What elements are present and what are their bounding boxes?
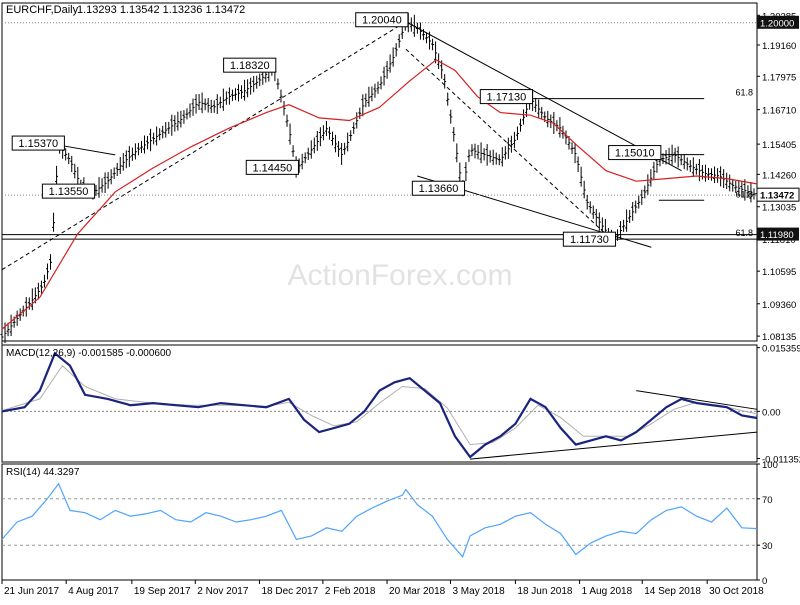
macd-panel[interactable]: MACD(12,26,9) -0.001585 -0.000600 [1,348,758,460]
level-tag-box [757,15,799,29]
x-tick-label: 3 May 2018 [452,586,505,597]
x-tick-label: 30 Oct 2018 [709,586,764,597]
x-tick-label: 18 Jun 2018 [517,586,572,597]
macd-trendline [470,431,758,460]
x-tick-label: 20 Mar 2018 [389,586,446,597]
panel-frame-macd [1,344,758,463]
rsi-tick-label: 30 [762,541,773,552]
ohlc-label: 1.13293 1.13542 1.13236 1.13472 [77,4,245,16]
x-tick-label: 4 Aug 2017 [68,586,119,597]
price-annotation: 1.20040 [355,12,409,28]
fib-label: 61.8 [735,228,753,238]
price-annotation-label: 1.11730 [570,234,609,246]
last-price-tag-label: 1.13472 [760,191,794,202]
price-annotation-label: 1.15010 [615,148,655,160]
axes: 1.202851.191601.179751.167101.154051.142… [1,11,800,597]
price-annotation-box [245,159,299,175]
moving-average-line [1,59,758,330]
fib-label: 61.8 [735,88,753,98]
price-tick-label: 1.15405 [762,140,796,151]
symbol-label: EURCHF,Daily [6,4,79,16]
x-tick-label: 14 Sep 2018 [644,586,701,597]
price-annotation-box [411,180,466,196]
price-annotation-label: 1.18320 [230,60,270,72]
rsi-tick-label: 100 [762,460,778,471]
trendline [1,21,407,271]
panel-frame-rsi [1,463,758,581]
price-annotation: 1.15010 [608,145,662,161]
macd-tick-label: 0.00 [762,407,781,418]
level-tag-label: 1.11980 [760,230,794,241]
price-tick-label: 1.17975 [762,72,796,83]
price-tick-label: 1.19160 [762,41,796,52]
rsi-line [1,482,758,558]
x-tick-label: 19 Sep 2017 [134,586,191,597]
rsi-panel[interactable]: RSI(14) 44.3297 [1,467,758,558]
price-annotation-box [479,89,533,105]
x-tick-label: 2 Feb 2018 [325,586,376,597]
price-annotation-box [355,12,409,28]
panel-frames [1,2,758,581]
price-annotation: 1.13660 [411,180,466,196]
macd-tick-label: 0.015359 [762,344,800,355]
watermark: ActionForex.com [287,259,512,292]
price-annotation-label: 1.13550 [49,186,89,198]
rsi-tick-label: 0 [762,576,767,587]
price-tick-label: 1.16710 [762,106,796,117]
macd-line [1,351,758,459]
macd-trendline [636,390,758,410]
x-tick-label: 18 Dec 2017 [261,586,318,597]
panel-frame-main [1,2,758,342]
price-annotation: 1.18320 [223,57,277,73]
last-price-tag-box [756,187,800,202]
price-annotation-box [11,135,65,151]
price-annotation-box [562,231,617,247]
price-tick-label: 1.10595 [762,267,796,278]
x-tick-label: 2 Nov 2017 [197,586,249,597]
level-tag-label: 1.20000 [760,18,794,29]
price-annotation-box [608,145,662,161]
trendline [405,48,614,242]
price-annotation-label: 1.15370 [18,138,58,150]
rsi-tick-label: 70 [762,495,773,506]
trendline [58,144,116,156]
price-annotation-box [41,183,96,199]
level-tag-box [757,227,799,241]
rsi-title: RSI(14) 44.3297 [6,467,80,478]
price-annotation-label: 1.14450 [252,162,292,174]
macd-tick-label: -0.011352 [762,454,800,465]
price-tick-label: 1.13035 [762,203,796,214]
x-tick-label: 21 Jun 2017 [4,586,59,597]
price-annotation-label: 1.20040 [362,15,402,27]
price-annotation: 1.14450 [245,159,299,175]
price-annotation-box [223,57,277,73]
price-annotation: 1.13550 [41,183,96,199]
x-tick-label: 1 Aug 2018 [582,586,633,597]
price-annotation: 1.17130 [479,89,533,105]
price-annotation: 1.11730 [562,231,617,247]
price-panel[interactable]: 1.20040 1.18320 1.15370 1.13550 1.14450 1.171… [0,12,759,345]
price-annotation: 1.15370 [11,135,65,151]
price-tick-label: 1.14260 [762,170,796,181]
macd-title: MACD(12,26,9) -0.001585 -0.000600 [6,348,172,359]
price-annotation-label: 1.13660 [419,183,459,195]
price-tick-label: 1.08135 [762,332,796,343]
price-annotation-label: 1.17130 [487,92,527,104]
price-tick-label: 1.09360 [762,300,796,311]
fib-label: 61.8 [735,189,753,199]
